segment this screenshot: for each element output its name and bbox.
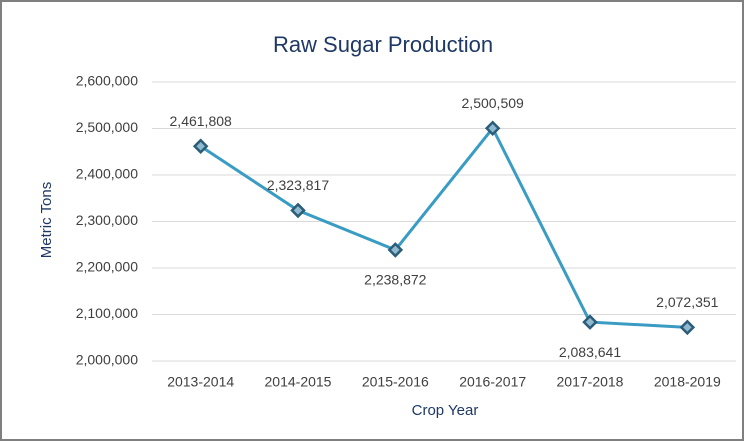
- data-label: 2,461,808: [170, 113, 232, 129]
- data-label: 2,083,641: [559, 344, 621, 360]
- y-axis-label: Metric Tons: [38, 182, 55, 258]
- marker: [484, 120, 501, 137]
- data-label: 2,238,872: [364, 272, 426, 288]
- marker: [192, 138, 209, 155]
- x-tick-label: 2017-2018: [557, 374, 624, 390]
- data-label: 2,500,509: [462, 95, 524, 111]
- y-tick-label: 2,200,000: [76, 259, 138, 275]
- data-label: 2,072,351: [656, 294, 718, 310]
- y-tick-label: 2,500,000: [76, 119, 138, 135]
- y-tick-label: 2,000,000: [76, 352, 138, 368]
- data-label: 2,323,817: [267, 177, 329, 193]
- marker: [679, 319, 696, 336]
- x-tick-label: 2018-2019: [654, 374, 721, 390]
- y-tick-label: 2,600,000: [76, 73, 138, 89]
- x-tick-label: 2016-2017: [459, 374, 526, 390]
- x-tick-label: 2013-2014: [167, 374, 234, 390]
- chart-title: Raw Sugar Production: [273, 32, 493, 57]
- y-tick-label: 2,100,000: [76, 305, 138, 321]
- marker: [387, 242, 404, 258]
- marker: [290, 202, 306, 219]
- line-series: [199, 125, 688, 329]
- x-tick-label: 2014-2015: [265, 374, 332, 390]
- x-axis-label: Crop Year: [412, 402, 479, 419]
- x-tick-label: 2015-2016: [362, 374, 429, 390]
- marker: [582, 314, 598, 330]
- y-tick-label: 2,400,000: [76, 166, 138, 182]
- y-tick-label: 2,300,000: [76, 212, 138, 228]
